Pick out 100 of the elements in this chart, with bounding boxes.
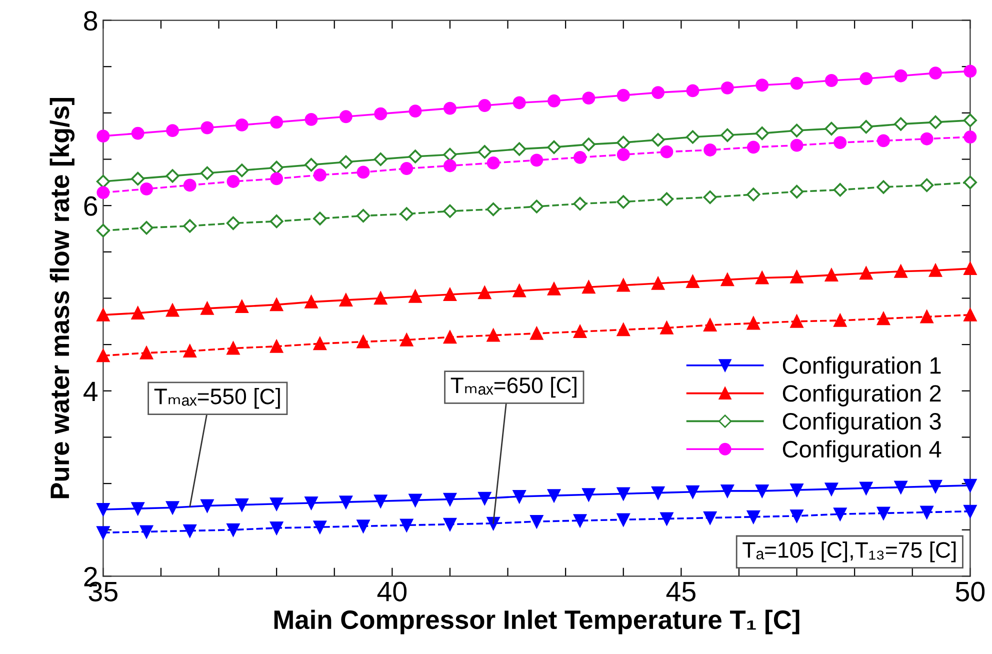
point xyxy=(478,145,492,159)
point xyxy=(877,134,890,148)
point xyxy=(131,306,144,320)
point xyxy=(574,514,586,528)
point xyxy=(920,178,934,192)
point xyxy=(755,126,769,140)
point xyxy=(824,482,838,496)
point xyxy=(824,122,838,136)
point xyxy=(920,310,934,324)
point xyxy=(226,523,240,536)
point xyxy=(339,110,352,124)
point xyxy=(270,298,284,312)
point xyxy=(96,224,110,238)
point xyxy=(486,156,500,170)
point xyxy=(704,511,717,524)
point xyxy=(444,330,456,344)
point xyxy=(790,138,804,152)
point xyxy=(512,284,526,298)
point xyxy=(834,136,847,150)
point xyxy=(131,172,145,186)
annotation: Tₐ=105 [C],T₁₃=75 [C] xyxy=(742,542,956,562)
point xyxy=(478,99,492,112)
point xyxy=(964,130,977,144)
y-tick-label: 4 xyxy=(84,382,98,401)
point xyxy=(790,270,804,284)
point xyxy=(877,506,890,520)
annotation: Tₘₐₓ=550 [C] xyxy=(154,388,280,409)
point xyxy=(964,504,977,518)
point xyxy=(226,342,240,355)
point xyxy=(582,280,596,294)
point xyxy=(226,216,240,230)
point xyxy=(652,276,665,290)
point xyxy=(96,174,110,188)
point xyxy=(860,482,873,495)
point xyxy=(720,273,734,286)
point xyxy=(790,76,804,90)
point xyxy=(512,142,526,156)
point xyxy=(790,184,804,198)
point xyxy=(548,94,560,108)
point xyxy=(652,486,665,500)
point xyxy=(374,152,388,166)
point xyxy=(304,112,318,126)
point xyxy=(877,312,890,326)
point xyxy=(183,219,197,233)
point xyxy=(790,484,804,496)
point xyxy=(686,130,700,144)
point xyxy=(686,275,700,288)
point xyxy=(96,503,110,516)
point xyxy=(374,107,388,120)
point xyxy=(720,81,734,94)
point xyxy=(444,288,456,301)
point xyxy=(720,128,734,142)
point xyxy=(756,78,769,92)
point xyxy=(478,492,492,505)
point xyxy=(270,340,284,353)
point xyxy=(374,494,388,508)
point xyxy=(140,525,153,538)
point xyxy=(140,182,153,196)
point xyxy=(790,314,804,328)
point xyxy=(374,292,388,305)
point xyxy=(929,480,942,493)
point xyxy=(443,204,457,218)
point xyxy=(339,496,352,509)
point xyxy=(574,325,586,338)
point xyxy=(530,200,544,214)
point xyxy=(356,335,370,348)
point xyxy=(548,282,560,296)
point xyxy=(140,346,153,360)
point xyxy=(443,148,457,162)
point xyxy=(270,497,284,510)
annotation: Tₘₐₓ=650 [C] xyxy=(450,376,576,398)
point xyxy=(270,116,284,129)
x-tick-label: 45 xyxy=(666,582,696,602)
point xyxy=(894,69,908,82)
legend-label: Configuration 2 xyxy=(782,384,941,406)
point xyxy=(400,162,414,175)
point xyxy=(616,323,630,336)
y-tick-label: 8 xyxy=(84,10,98,31)
point xyxy=(235,498,248,512)
point xyxy=(512,490,526,503)
point xyxy=(652,86,665,99)
point xyxy=(824,268,838,282)
point xyxy=(313,337,326,350)
point xyxy=(356,166,370,179)
point xyxy=(547,140,561,154)
point xyxy=(859,120,873,134)
point xyxy=(660,512,674,526)
point xyxy=(964,262,977,276)
point xyxy=(928,115,942,129)
point xyxy=(339,155,353,169)
point xyxy=(486,328,500,342)
point xyxy=(746,188,760,202)
point xyxy=(616,278,630,292)
point xyxy=(304,295,318,308)
point xyxy=(964,308,977,322)
point xyxy=(790,124,804,138)
point xyxy=(444,492,456,506)
point xyxy=(616,88,630,102)
point xyxy=(790,509,804,522)
point xyxy=(166,304,179,317)
